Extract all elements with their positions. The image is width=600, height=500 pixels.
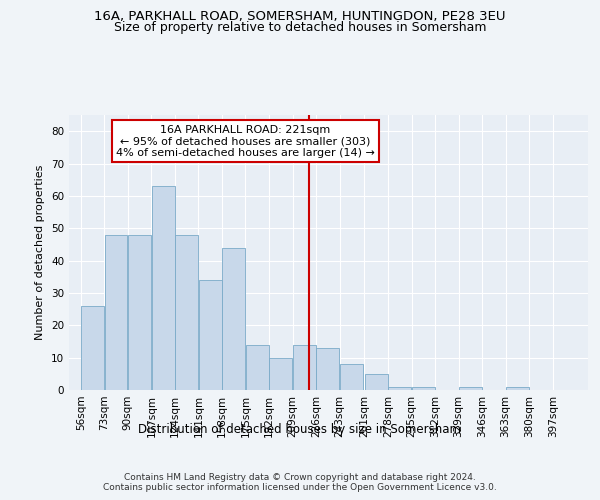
Bar [128,234,151,390]
Bar [293,344,316,390]
Text: Distribution of detached houses by size in Somersham: Distribution of detached houses by size … [139,422,461,436]
Bar [246,344,269,390]
Bar [175,234,198,390]
Text: Size of property relative to detached houses in Somersham: Size of property relative to detached ho… [114,21,486,34]
Text: 16A PARKHALL ROAD: 221sqm
← 95% of detached houses are smaller (303)
4% of semi-: 16A PARKHALL ROAD: 221sqm ← 95% of detac… [116,124,375,158]
Bar [199,280,221,390]
Bar [104,234,127,390]
Bar [459,387,482,390]
Bar [81,306,104,390]
Text: Contains HM Land Registry data © Crown copyright and database right 2024.
Contai: Contains HM Land Registry data © Crown c… [103,472,497,492]
Bar [412,387,435,390]
Bar [269,358,292,390]
Bar [152,186,175,390]
Bar [340,364,363,390]
Y-axis label: Number of detached properties: Number of detached properties [35,165,46,340]
Bar [365,374,388,390]
Bar [316,348,339,390]
Bar [506,387,529,390]
Bar [222,248,245,390]
Bar [388,387,411,390]
Text: 16A, PARKHALL ROAD, SOMERSHAM, HUNTINGDON, PE28 3EU: 16A, PARKHALL ROAD, SOMERSHAM, HUNTINGDO… [94,10,506,23]
